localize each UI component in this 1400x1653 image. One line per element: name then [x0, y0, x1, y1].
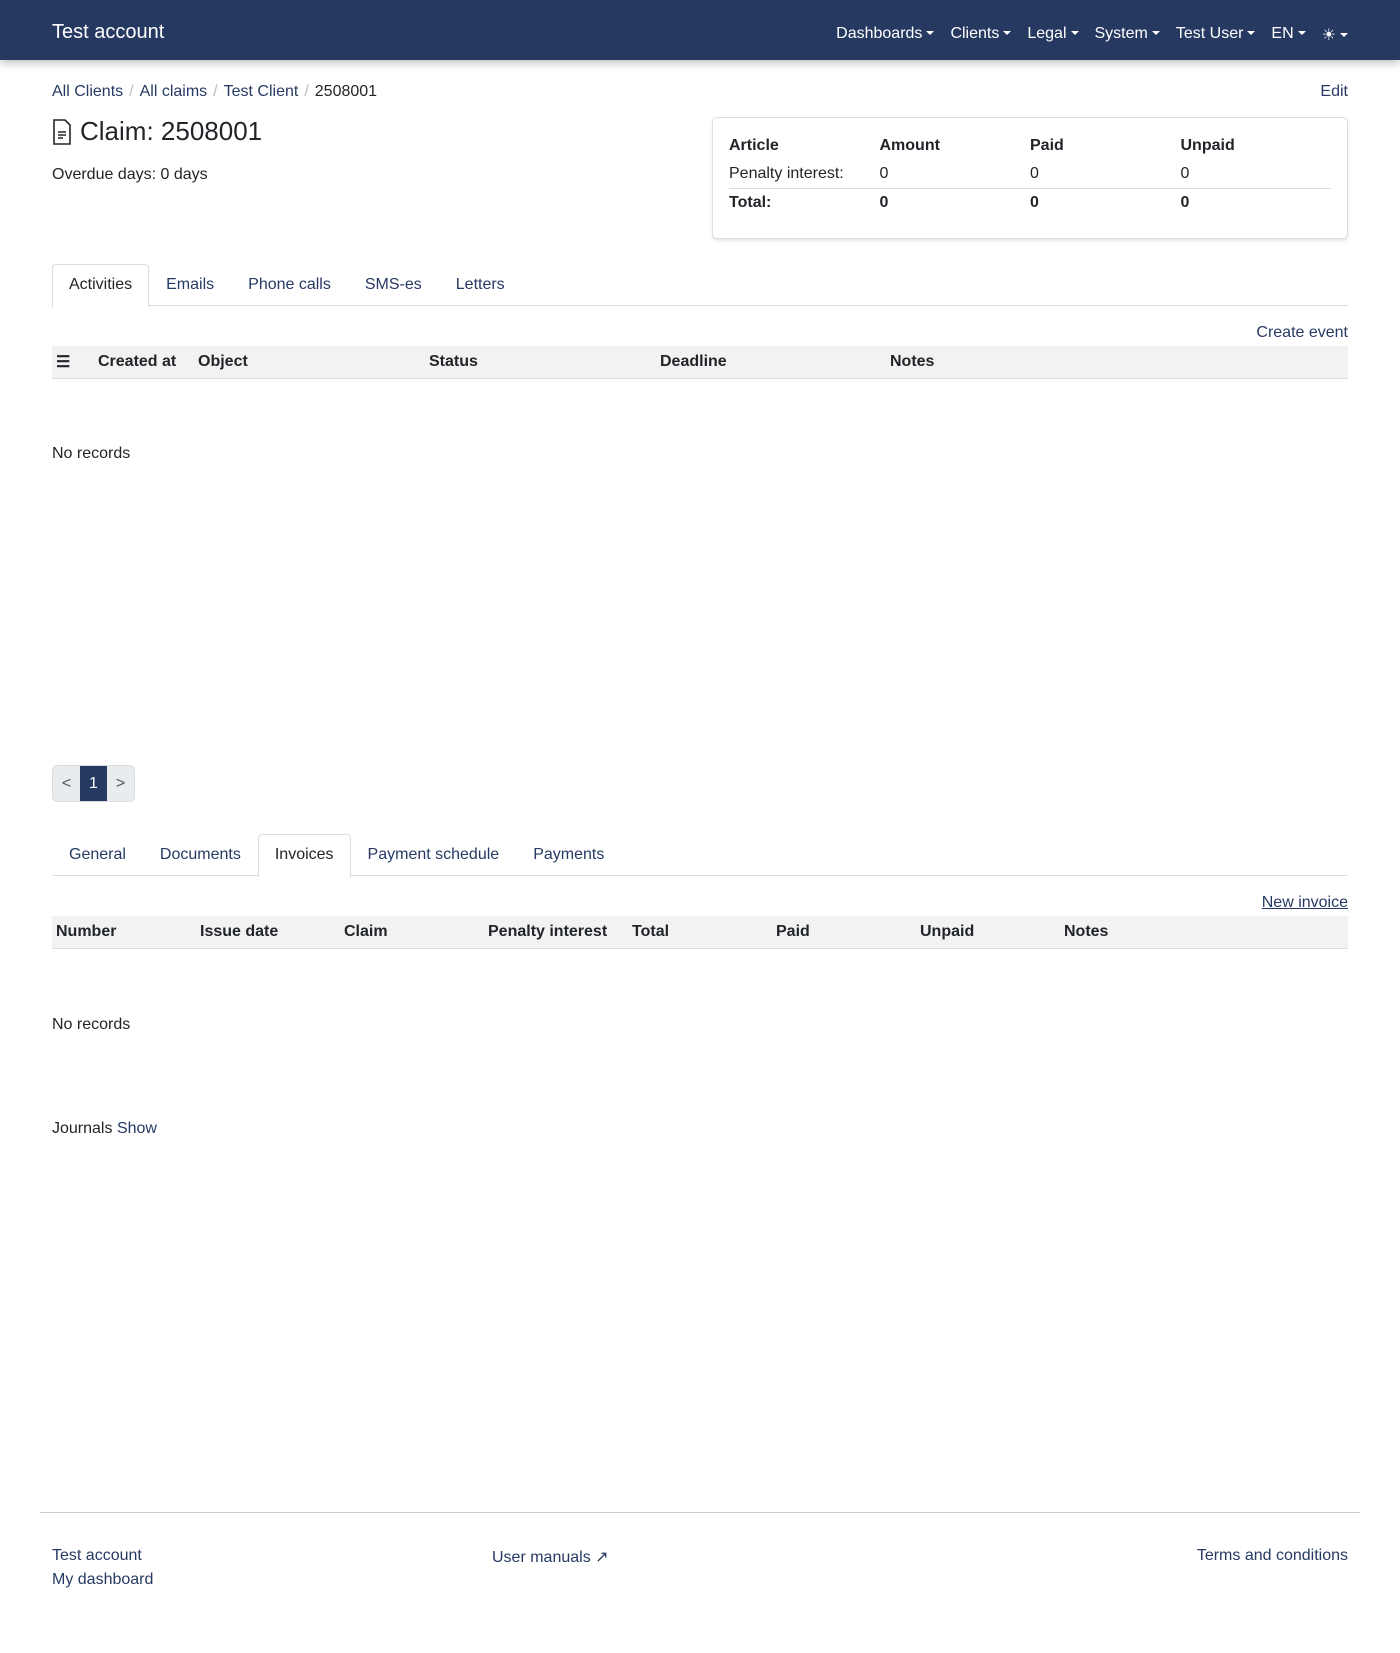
external-link-icon: ↗ [595, 1549, 609, 1566]
nav-user[interactable]: Test User [1176, 25, 1256, 45]
overdue-days: Overdue days: 0 days [52, 166, 208, 183]
col-unpaid[interactable]: Unpaid [920, 923, 975, 940]
col-total[interactable]: Total [632, 923, 670, 940]
col-created-at[interactable]: Created at [98, 353, 177, 370]
claim-title: Claim: 2508001 [80, 116, 263, 146]
col-article: Article [729, 137, 779, 154]
nav-menu: Dashboards Clients Legal System Test Use… [836, 25, 1348, 45]
cell: 0 [1180, 160, 1331, 189]
journals: Journals Show [52, 1120, 157, 1138]
col-object[interactable]: Object [198, 353, 248, 370]
page-title: Claim: 2508001 [52, 116, 262, 147]
prev-page-button[interactable]: < [61, 774, 72, 792]
brand-link[interactable]: Test account [52, 21, 165, 43]
new-invoice-link[interactable]: New invoice [1261, 894, 1348, 911]
terms-link[interactable]: Terms and conditions [1196, 1547, 1348, 1564]
nav-system[interactable]: System [1095, 25, 1160, 45]
cell: Penalty interest: [729, 160, 880, 189]
tab-phone-calls[interactable]: Phone calls [248, 276, 331, 293]
col-issue-date[interactable]: Issue date [200, 923, 279, 940]
col-claim[interactable]: Claim [344, 923, 388, 940]
col-number[interactable]: Number [56, 923, 117, 940]
col-paid[interactable]: Paid [776, 923, 810, 940]
summary-card: Article Amount Paid Unpaid Penalty interest… [712, 117, 1348, 239]
col-status[interactable]: Status [429, 353, 478, 370]
footer-dashboard-link[interactable]: My dashboard [52, 1571, 154, 1588]
col-notes[interactable]: Notes [1064, 923, 1109, 940]
journals-show-link[interactable]: Show [116, 1120, 157, 1137]
col-amount: Amount [879, 137, 940, 154]
tab-emails[interactable]: Emails [166, 276, 215, 293]
cell: 0 [879, 194, 889, 211]
cell: 0 [1180, 194, 1190, 211]
footer-account-link[interactable]: Test account [52, 1547, 142, 1564]
create-event-link[interactable]: Create event [1256, 324, 1348, 341]
activities-empty: No records [52, 445, 131, 462]
user-manuals-link[interactable]: User manuals ↗ [492, 1547, 609, 1567]
tab-invoices[interactable]: Invoices [257, 834, 351, 877]
col-penalty-interest[interactable]: Penalty interest [488, 923, 608, 940]
breadcrumb-client[interactable]: Test Client [223, 83, 299, 100]
breadcrumb-all-clients[interactable]: All Clients [52, 83, 124, 100]
col-deadline[interactable]: Deadline [660, 353, 727, 370]
tab-letters[interactable]: Letters [455, 276, 505, 293]
edit-link[interactable]: Edit [1320, 83, 1348, 100]
journals-label: Journals [52, 1120, 113, 1137]
cell: Total: [729, 194, 772, 211]
tab-sms[interactable]: SMS-es [364, 276, 422, 293]
list-icon[interactable]: ☰ [56, 354, 71, 371]
invoices-empty: No records [52, 1016, 131, 1033]
nav-dashboards[interactable]: Dashboards [836, 25, 934, 45]
page-1-button[interactable]: 1 [80, 766, 107, 801]
col-notes[interactable]: Notes [890, 353, 935, 370]
col-paid: Paid [1030, 137, 1064, 154]
cell: 0 [1030, 160, 1181, 189]
cell: 0 [879, 160, 1030, 189]
tab-general[interactable]: General [69, 846, 126, 863]
navbar: Test account Dashboards Clients Legal Sy… [0, 0, 1400, 60]
tab-activities[interactable]: Activities [52, 264, 150, 307]
cell: 0 [1030, 194, 1039, 211]
table-row: Penalty interest: 0 0 0 [729, 160, 1331, 189]
claim-tabs: General Documents Invoices Payment sched… [52, 834, 1348, 877]
footer-divider [40, 1512, 1360, 1513]
tab-payments[interactable]: Payments [533, 846, 605, 863]
sun-icon[interactable]: ☀ [1322, 25, 1348, 45]
breadcrumb-current: 2508001 [314, 83, 378, 100]
nav-legal[interactable]: Legal [1027, 25, 1078, 45]
breadcrumb-all-claims[interactable]: All claims [139, 83, 208, 100]
nav-language[interactable]: EN [1271, 25, 1305, 45]
nav-clients[interactable]: Clients [950, 25, 1011, 45]
activities-table-header: ☰ Created at Object Status Deadline Note… [52, 346, 1348, 379]
user-manuals-label: User manuals [492, 1549, 591, 1566]
summary-table: Article Amount Paid Unpaid Penalty interest… [729, 132, 1331, 217]
invoices-table-header: Number Issue date Claim Penalty interest… [52, 916, 1348, 949]
document-icon [53, 118, 71, 145]
pagination: < 1 > [52, 765, 135, 802]
tab-documents[interactable]: Documents [159, 846, 241, 863]
activity-tabs: Activities Emails Phone calls SMS-es Let… [52, 264, 1348, 307]
tab-payment-schedule[interactable]: Payment schedule [367, 846, 500, 863]
breadcrumb: All Clients / All claims / Test Client/ 25… [52, 83, 378, 100]
total-row: Total: 0 0 0 [729, 189, 1331, 218]
col-unpaid: Unpaid [1180, 137, 1235, 154]
next-page-button[interactable]: > [115, 774, 126, 792]
